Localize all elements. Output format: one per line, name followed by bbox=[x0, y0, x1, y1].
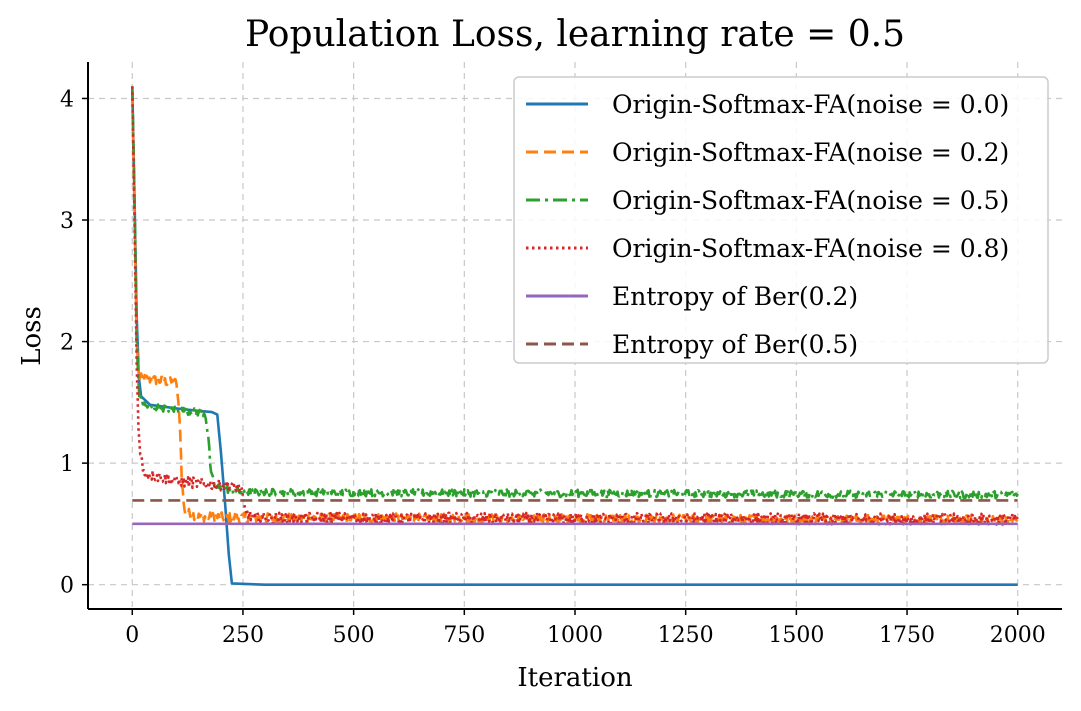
chart-title: Population Loss, learning rate = 0.5 bbox=[245, 14, 905, 55]
legend-label-5: Entropy of Ber(0.5) bbox=[612, 330, 858, 359]
x-tick-label: 1000 bbox=[547, 623, 603, 648]
y-axis-label: Loss bbox=[17, 306, 47, 366]
x-tick-label: 1500 bbox=[768, 623, 824, 648]
legend-label-4: Entropy of Ber(0.2) bbox=[612, 282, 858, 311]
y-tick-label: 0 bbox=[60, 574, 74, 599]
legend-box bbox=[513, 76, 1049, 364]
x-tick-label: 500 bbox=[333, 623, 375, 648]
y-tick-label: 3 bbox=[60, 209, 74, 234]
y-tick-label: 1 bbox=[60, 452, 74, 477]
y-tick-label: 4 bbox=[60, 87, 74, 112]
series-line-2 bbox=[130, 86, 1019, 500]
legend: Origin-Softmax-FA(noise = 0.0) Origin-Sof… bbox=[513, 76, 1049, 364]
x-tick-label: 1750 bbox=[879, 623, 935, 648]
x-tick-label: 750 bbox=[443, 623, 485, 648]
legend-label-0: Origin-Softmax-FA(noise = 0.0) bbox=[612, 90, 1009, 119]
x-tick-label: 2000 bbox=[990, 623, 1046, 648]
legend-label-3: Origin-Softmax-FA(noise = 0.8) bbox=[612, 234, 1009, 263]
legend-label-1: Origin-Softmax-FA(noise = 0.2) bbox=[612, 138, 1009, 167]
y-tick-label: 2 bbox=[60, 331, 74, 356]
axes-layer: 0 250 500 750 1000 1250 1500 1750 2000 0 1 2 3 4 bbox=[60, 62, 1062, 648]
x-tick-label: 0 bbox=[125, 623, 139, 648]
x-tick-label: 1250 bbox=[658, 623, 714, 648]
series-line-3 bbox=[130, 86, 1019, 526]
x-axis-label: Iteration bbox=[517, 663, 632, 693]
x-tick-label: 250 bbox=[222, 623, 264, 648]
series-layer bbox=[130, 86, 1019, 586]
legend-label-2: Origin-Softmax-FA(noise = 0.5) bbox=[612, 186, 1009, 215]
